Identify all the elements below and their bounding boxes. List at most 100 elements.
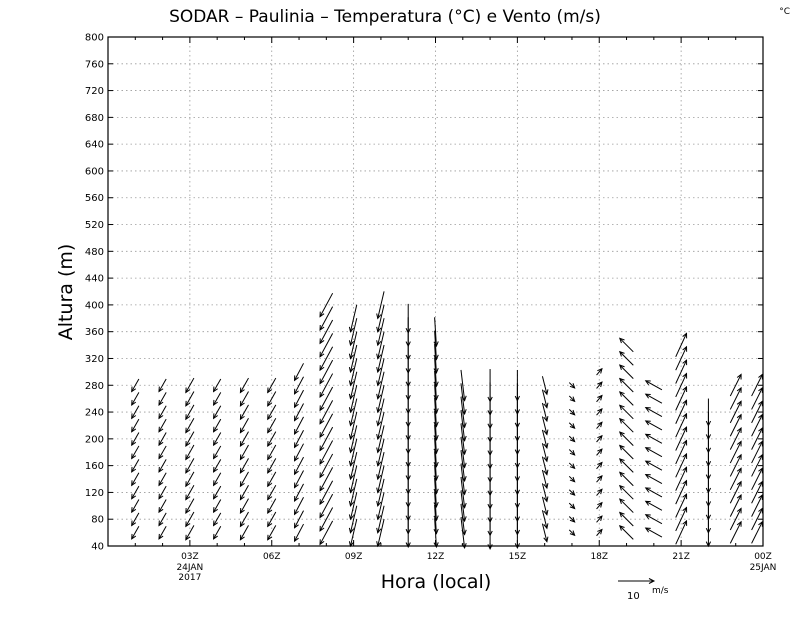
wind-vector-shaft [319, 507, 334, 532]
wind-vector [618, 337, 634, 353]
wind-vector-shaft [596, 408, 603, 416]
wind-vector-shaft [213, 499, 222, 513]
wind-vector-head [597, 381, 603, 388]
wind-vector-shaft [645, 407, 663, 417]
wind-vector [319, 493, 334, 519]
wind-vector-shaft [568, 516, 576, 523]
wind-vector-head [348, 447, 355, 454]
wind-vector [267, 444, 277, 461]
wind-vector-head [158, 440, 164, 447]
wind-vector-shaft [751, 481, 763, 504]
x-tick-label: 15Z [509, 552, 527, 562]
wind-vector-head [644, 406, 651, 412]
wind-vector-head [433, 475, 439, 482]
wind-vector-shaft [675, 426, 687, 451]
wind-vector [185, 511, 195, 528]
wind-vector-shaft [267, 418, 277, 433]
wind-vector [348, 358, 358, 387]
wind-vector-head [319, 539, 325, 546]
wind-vector-head [405, 341, 411, 348]
wind-vector [729, 453, 742, 477]
wind-vector [541, 496, 549, 516]
wind-vector [644, 433, 663, 444]
wind-vector [158, 459, 167, 473]
wind-vector-head [461, 435, 467, 442]
wind-vector-head [461, 409, 467, 416]
wind-vector-shaft [619, 391, 634, 406]
wind-vector [348, 318, 358, 347]
wind-vector-head [682, 426, 688, 433]
wind-vector [239, 418, 249, 434]
wind-vector-shaft [213, 526, 222, 540]
wind-vector-head [543, 402, 549, 409]
wind-vector-shaft [568, 502, 576, 509]
wind-vector-head [319, 378, 325, 385]
wind-vector-head [131, 480, 137, 487]
wind-vector [319, 400, 334, 425]
wind-vector-head [185, 387, 191, 394]
wind-vector-head [736, 413, 742, 420]
wind-vector-head [543, 483, 549, 490]
wind-vector [294, 403, 304, 422]
wind-vector [239, 525, 249, 541]
wind-vector-head [405, 408, 411, 415]
wind-vector-shaft [729, 401, 742, 424]
x-tick-label: 09Z [345, 552, 363, 562]
wind-vector-head [185, 467, 191, 474]
wind-vector-head [294, 375, 299, 382]
wind-vector-shaft [349, 465, 358, 493]
wind-vector-head [514, 449, 521, 456]
wind-vector-head [514, 476, 521, 483]
wind-vector-head [736, 520, 742, 527]
wind-vector [319, 359, 334, 385]
wind-vector-shaft [185, 525, 195, 541]
wind-vector-head [267, 494, 273, 501]
wind-vector [131, 445, 140, 460]
wind-vector-shaft [751, 401, 763, 424]
wind-vector-head [319, 485, 325, 492]
wind-vector [596, 461, 603, 470]
wind-vector-head [319, 338, 325, 345]
wind-vector-head [319, 418, 325, 425]
wind-vector-head [487, 503, 493, 510]
wind-vector [675, 439, 688, 465]
wind-vector [751, 413, 763, 437]
wind-vector [319, 373, 334, 398]
wind-vector-head [597, 475, 603, 481]
wind-vector-shaft [294, 443, 304, 462]
wind-vector-shaft [131, 418, 140, 432]
wind-vector-head [736, 427, 742, 434]
wind-vector [239, 444, 249, 461]
wind-vector-head [597, 528, 603, 535]
wind-vector-shaft [377, 505, 385, 533]
wind-vector-shaft [349, 518, 358, 547]
wind-vector-shaft [158, 392, 167, 406]
wind-vector [644, 500, 663, 511]
wind-vector-head [294, 442, 299, 449]
wind-vector [596, 528, 603, 537]
wind-vector [319, 413, 334, 439]
wind-vector [596, 448, 603, 456]
wind-vector-head [348, 433, 355, 441]
wind-vector [212, 526, 222, 540]
wind-vector [319, 467, 334, 492]
wind-vector-head [212, 440, 218, 447]
wind-vector-shaft [213, 432, 222, 446]
y-tick-label: 320 [85, 354, 104, 365]
wind-vector-head [185, 400, 191, 407]
wind-vector-shaft [645, 514, 663, 525]
wind-vector-shaft [434, 317, 437, 347]
wind-vector-shaft [645, 420, 663, 431]
wind-vector [376, 505, 385, 534]
wind-vector-head [267, 481, 273, 488]
wind-vector-head [158, 399, 164, 406]
wind-vector [319, 453, 334, 479]
wind-vector-shaft [319, 413, 334, 438]
wind-vector [729, 480, 742, 504]
wind-vector-shaft [131, 392, 140, 406]
wind-vector [131, 405, 140, 420]
wind-vector-shaft [319, 346, 334, 371]
wind-vector [514, 369, 521, 402]
wind-vector [185, 377, 195, 394]
